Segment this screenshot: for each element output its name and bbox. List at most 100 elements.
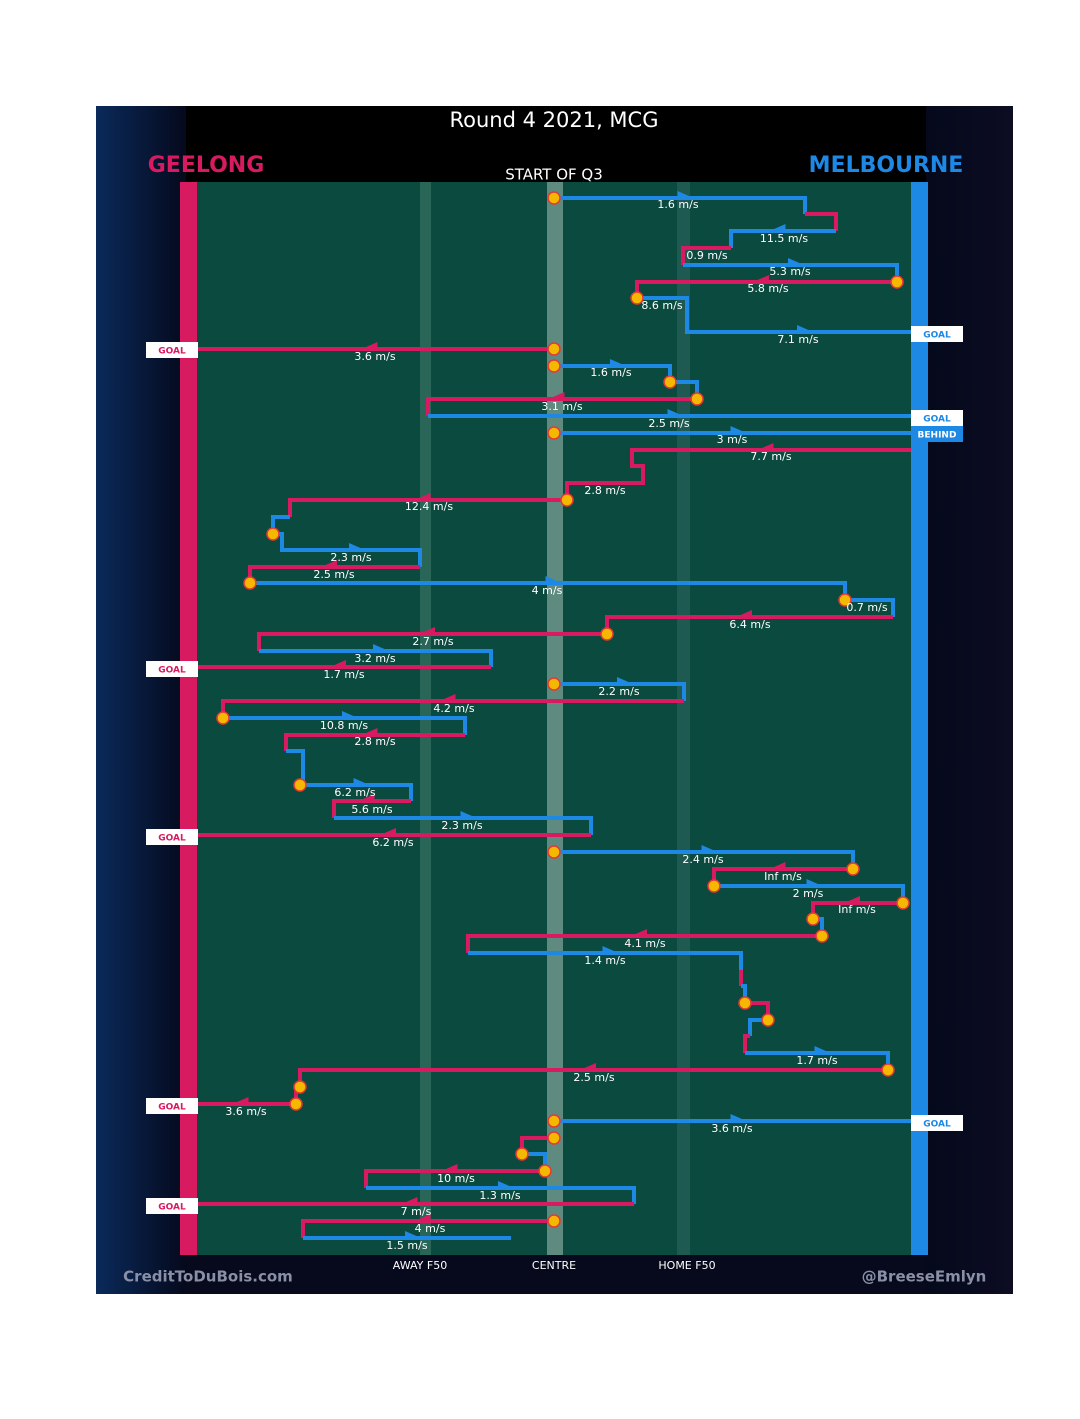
speed-label: 3.6 m/s [711,1122,752,1135]
result-label: GOAL [158,666,186,676]
ball-event [547,1214,561,1228]
ball-event [761,1013,775,1027]
possession-path [554,196,807,214]
direction-arrow [701,845,718,854]
direction-arrow [419,627,435,636]
possession-path [554,682,686,701]
speed-label: 2.5 m/s [313,568,354,581]
speed-label: 1.6 m/s [590,366,631,379]
direction-arrow [342,711,358,720]
title: Round 4 2021, MCG [449,108,658,132]
possession-path [468,951,743,970]
direction-arrow [414,493,431,502]
possession-path [364,1169,545,1188]
possession-path [257,632,607,651]
result-label: GOAL [158,1203,186,1213]
result-label: GOAL [923,415,951,425]
speed-label: 3.1 m/s [541,400,582,413]
possession-path [805,212,838,231]
result-box [911,410,963,426]
direction-arrow [232,1097,249,1106]
direction-arrow [730,426,747,435]
speed-label: 1.7 m/s [796,1054,837,1067]
direction-arrow [806,879,823,888]
ball-event [216,711,230,725]
direction-arrow [361,728,378,737]
possession-path [259,649,493,667]
possession-path [366,1186,636,1204]
geelong-goal-bar [180,182,197,1255]
ball-event [896,896,910,910]
speed-label: 7.7 m/s [750,450,791,463]
ball-event [293,778,307,792]
possession-path [300,783,413,801]
ball-event [547,191,561,205]
ball-event [690,392,704,406]
possession-path [729,229,836,248]
ball-event [560,493,574,507]
speed-label: 2.7 m/s [412,635,453,648]
start-label: START OF Q3 [505,166,603,184]
possession-path [288,498,567,517]
direction-arrow [736,610,752,619]
direction-arrow [405,1231,421,1240]
ball-event [815,929,829,943]
speed-label: 2 m/s [793,887,824,900]
melbourne-goal-bar [911,182,928,1255]
direction-arrow [753,275,769,284]
speed-label: 3.6 m/s [354,350,395,363]
ball-event [266,527,280,541]
speed-label: 7.1 m/s [777,333,818,346]
direction-arrow [797,325,813,334]
result-box [911,426,963,442]
direction-arrow [602,946,619,955]
direction-arrow [439,694,456,703]
speed-label: 2.4 m/s [682,853,723,866]
speed-label: 3 m/s [717,433,748,446]
possession-path [466,934,822,953]
header-band [186,106,926,182]
direction-arrow [414,1214,431,1223]
ball-event [600,627,614,641]
result-box [146,829,198,845]
ball-event [738,996,752,1010]
possession-path [845,598,895,617]
result-box [911,326,963,342]
speed-label: 4.1 m/s [624,937,665,950]
direction-arrow [631,929,647,938]
result-label: BEHIND [918,431,957,441]
home-f50-line [677,182,690,1255]
ball-event [881,1063,895,1077]
direction-arrow [349,543,365,552]
speed-label: 12.4 m/s [405,500,453,513]
speed-label: 2.5 m/s [648,417,689,430]
ball-event [838,593,852,607]
direction-arrow [441,1164,458,1173]
panel-right [925,106,1013,1294]
result-box [911,1115,963,1131]
ball-event [547,342,561,356]
direction-arrow [677,191,694,200]
direction-arrow [358,794,375,803]
direction-arrow [617,677,633,686]
credit-right: @BreeseEmlyn [862,1268,987,1286]
possession-path [565,448,911,500]
speed-label: 10 m/s [437,1172,475,1185]
ball-event [547,677,561,691]
speed-label: 10.8 m/s [320,719,368,732]
ball-event [293,1080,307,1094]
possession-path [223,716,467,735]
result-label: GOAL [158,1103,186,1113]
result-box [146,342,198,358]
speed-label: 8.6 m/s [641,299,682,312]
speed-label: 7 m/s [401,1205,432,1218]
direction-arrow [610,359,626,368]
result-label: GOAL [923,1120,951,1130]
direction-arrow [788,258,804,267]
direction-arrow [545,576,562,585]
result-label: GOAL [923,331,951,341]
credit-left: CreditToDuBois.com [123,1268,293,1286]
speed-label: 2.8 m/s [354,735,395,748]
panel-left [96,106,186,1294]
